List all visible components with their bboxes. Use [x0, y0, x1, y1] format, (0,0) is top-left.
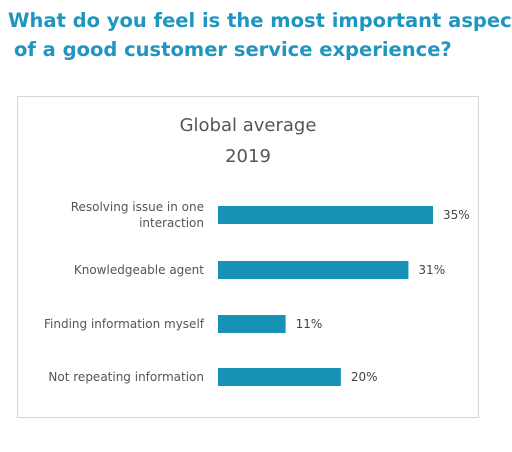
bar-chart: Resolving issue in one interaction 35% Know…	[44, 200, 470, 386]
value-label-3: 20%	[351, 370, 378, 384]
category-label-1: Knowledgeable agent	[74, 263, 204, 277]
chart-card: Global average 2019 Resolving issue in o…	[17, 96, 479, 418]
value-label-1: 31%	[418, 263, 445, 277]
bar-0	[218, 206, 433, 224]
question-line-2: of a good customer service experience?	[14, 38, 452, 61]
chart-subtitle: 2019	[225, 146, 271, 167]
category-label-2: Finding information myself	[44, 317, 205, 331]
value-label-0: 35%	[443, 208, 470, 222]
bar-2	[218, 315, 286, 333]
category-label-0-line-1: interaction	[139, 216, 204, 230]
question-line-1: What do you feel is the most important a…	[8, 9, 512, 32]
category-label-0-line-0: Resolving issue in one	[71, 200, 204, 214]
bar-3	[218, 368, 341, 386]
category-label-3: Not repeating information	[48, 370, 204, 384]
value-label-2: 11%	[296, 317, 323, 331]
question-heading: What do you feel is the most important a…	[8, 6, 512, 64]
bar-1	[218, 261, 409, 279]
chart-title: Global average	[179, 115, 317, 136]
